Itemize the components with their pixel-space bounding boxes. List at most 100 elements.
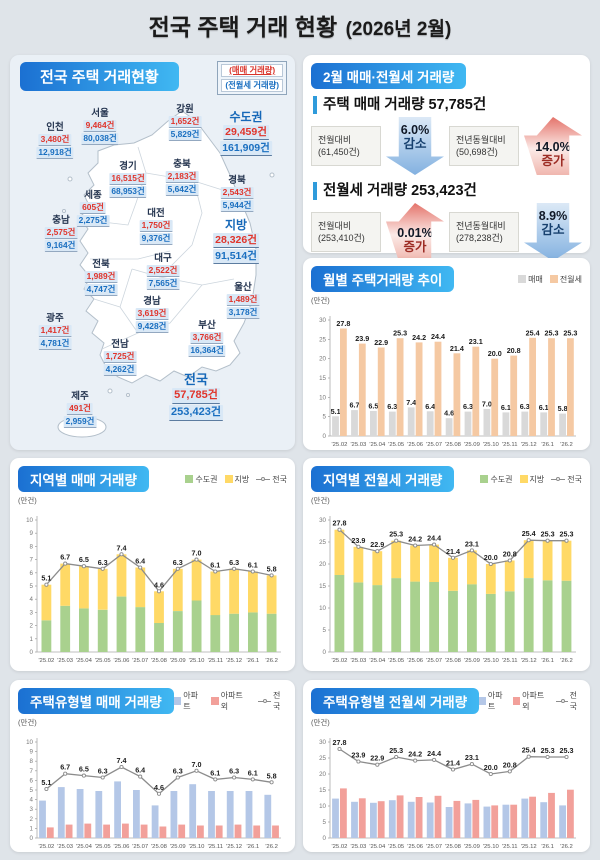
- svg-text:10: 10: [319, 394, 326, 401]
- svg-text:'25.07: '25.07: [426, 442, 442, 448]
- map-region-label: 세종 605건 2,275건: [76, 191, 110, 227]
- region-sale-value: 16,515건: [109, 173, 147, 185]
- svg-text:'25.07: '25.07: [132, 844, 148, 850]
- type-jeonse-chart: 0 5 10 15 20 25 30'25.02'25.03'25.04'25.05'25.…: [303, 728, 590, 855]
- svg-text:5.8: 5.8: [267, 771, 277, 780]
- svg-text:5: 5: [323, 414, 327, 421]
- type-sale-chart: 0 1 2 3 4 5 6 7 8 9 10'25.02'25.03'25.04'25.05'25.…: [10, 728, 295, 855]
- svg-text:6.3: 6.3: [463, 402, 473, 411]
- svg-text:'25.10: '25.10: [189, 844, 206, 850]
- svg-text:20.8: 20.8: [507, 346, 521, 355]
- svg-text:15: 15: [319, 583, 326, 590]
- page-title-main: 전국 주택 거래 현황: [148, 14, 338, 40]
- svg-text:30: 30: [319, 517, 326, 524]
- svg-text:'25.03: '25.03: [350, 844, 367, 850]
- unit-label: (만건): [18, 496, 37, 505]
- svg-text:'25.12: '25.12: [226, 658, 242, 664]
- jeonse-mom-arrow-icon: 0.01% 증가: [386, 203, 444, 261]
- svg-text:'25.08: '25.08: [445, 442, 462, 448]
- sale-yoy-arrow-icon: 14.0% 증가: [524, 117, 582, 175]
- svg-text:6.3: 6.3: [229, 767, 239, 776]
- region-sale-value: 2,575건: [44, 227, 78, 239]
- map-region-label: 울산 1,489건 3,178건: [226, 283, 260, 319]
- svg-text:'25.09: '25.09: [170, 658, 186, 664]
- legend-label: 전국: [273, 691, 281, 711]
- svg-text:9: 9: [30, 530, 34, 537]
- chart-svg: 012345678910'25.02'25.03'25.04'25.05'25.…: [26, 516, 281, 664]
- svg-text:20: 20: [319, 771, 326, 778]
- svg-text:25.3: 25.3: [393, 329, 407, 338]
- unit-label: (만건): [311, 296, 330, 305]
- sale-mom-word: 감소: [403, 137, 427, 151]
- sale-mom-label-box: 전월대비 (61,450건): [311, 126, 381, 166]
- region-jeonse-value: 7,565건: [146, 278, 180, 290]
- legend-item: 지방: [224, 474, 249, 485]
- map-panel-title: 전국 주택 거래현황: [20, 62, 179, 91]
- svg-text:'25.09: '25.09: [464, 844, 480, 850]
- jeonse-mom-base: (253,410건): [318, 232, 365, 243]
- svg-text:'26.1: '26.1: [541, 844, 554, 850]
- region-sale-value: 1,725건: [103, 351, 137, 363]
- svg-text:20: 20: [319, 561, 326, 568]
- region-name: 전국: [184, 372, 208, 387]
- jeonse-mom-label: 전월대비: [318, 220, 352, 231]
- sale-yoy-base: (50,698건): [456, 146, 498, 157]
- map-region-label: 광주 1,417건 4,781건: [38, 314, 72, 350]
- svg-text:'25.10: '25.10: [483, 658, 500, 664]
- svg-text:25.3: 25.3: [563, 329, 577, 338]
- jeonse-mom-label-box: 전월대비 (253,410건): [311, 212, 381, 252]
- svg-text:6.3: 6.3: [98, 558, 108, 567]
- regional-sale-chart: 0 1 2 3 4 5 6 7 8 9 10'25.02'25.03'25.04'25.05'25.…: [10, 506, 295, 669]
- region-jeonse-value: 5,829건: [168, 129, 202, 141]
- svg-text:'25.04: '25.04: [369, 658, 386, 664]
- svg-text:27.8: 27.8: [333, 738, 347, 747]
- svg-text:6.3: 6.3: [387, 402, 397, 411]
- legend-label: 전국: [567, 474, 582, 484]
- svg-text:5.8: 5.8: [267, 564, 277, 573]
- svg-text:'25.05: '25.05: [388, 844, 405, 850]
- svg-text:25.3: 25.3: [541, 746, 555, 755]
- region-name: 지방: [224, 218, 248, 232]
- region-sale-value: 1,989건: [84, 271, 118, 283]
- svg-text:4: 4: [30, 797, 34, 804]
- region-name: 제주: [71, 391, 89, 402]
- svg-text:5: 5: [323, 627, 327, 634]
- region-jeonse-value: 161,909건: [220, 141, 272, 156]
- map-region-national: 전국 57,785건 253,423건: [169, 372, 223, 421]
- region-sale-value: 29,459건: [223, 125, 269, 140]
- monthly-trend-chart: 0 5 10 15 20 25 30'25.02'25.03'25.04'25.05'25.…: [303, 306, 590, 453]
- svg-text:6.5: 6.5: [79, 765, 89, 774]
- svg-text:'26.1: '26.1: [541, 658, 554, 664]
- svg-text:'25.10: '25.10: [483, 442, 500, 448]
- map-region-label: 대구 2,522건 7,565건: [146, 254, 180, 290]
- region-sale-value: 9,464건: [83, 120, 117, 132]
- svg-text:23.1: 23.1: [469, 337, 483, 346]
- svg-text:21.4: 21.4: [446, 547, 460, 556]
- svg-text:23.9: 23.9: [351, 751, 365, 760]
- svg-text:4.6: 4.6: [154, 783, 164, 792]
- regional-jeonse-legend: 수도권 지방 전국: [480, 474, 582, 485]
- region-sale-value: 1,489건: [226, 294, 260, 306]
- svg-text:10: 10: [26, 739, 33, 746]
- legend-label: 아파트: [183, 691, 199, 711]
- region-sale-value: 1,750건: [139, 220, 173, 232]
- region-name: 경기: [119, 161, 137, 172]
- svg-text:5.8: 5.8: [558, 404, 568, 413]
- svg-text:10: 10: [319, 605, 326, 612]
- svg-text:'25.03: '25.03: [350, 658, 367, 664]
- svg-text:'25.12: '25.12: [521, 658, 537, 664]
- sale-yoy-pct: 14.0%: [535, 140, 571, 154]
- svg-text:'25.04: '25.04: [369, 844, 386, 850]
- svg-text:'25.11: '25.11: [502, 442, 517, 448]
- svg-text:'25.09: '25.09: [170, 844, 186, 850]
- regional-sale-legend: 수도권 지방 전국: [185, 474, 287, 485]
- svg-text:6.3: 6.3: [229, 558, 239, 567]
- summary-panel: 2월 매매·전월세 거래량 주택 매매 거래량 57,785건 전월대비 (61…: [303, 55, 590, 261]
- svg-text:10: 10: [26, 517, 33, 524]
- svg-text:25: 25: [319, 539, 326, 546]
- jeonse-mom-pct: 0.01%: [397, 226, 433, 240]
- svg-text:25.3: 25.3: [541, 530, 555, 539]
- svg-text:'25.11: '25.11: [208, 658, 223, 664]
- monthly-trend-title: 월별 주택거래량 추이: [311, 266, 455, 292]
- svg-text:'25.04: '25.04: [369, 442, 386, 448]
